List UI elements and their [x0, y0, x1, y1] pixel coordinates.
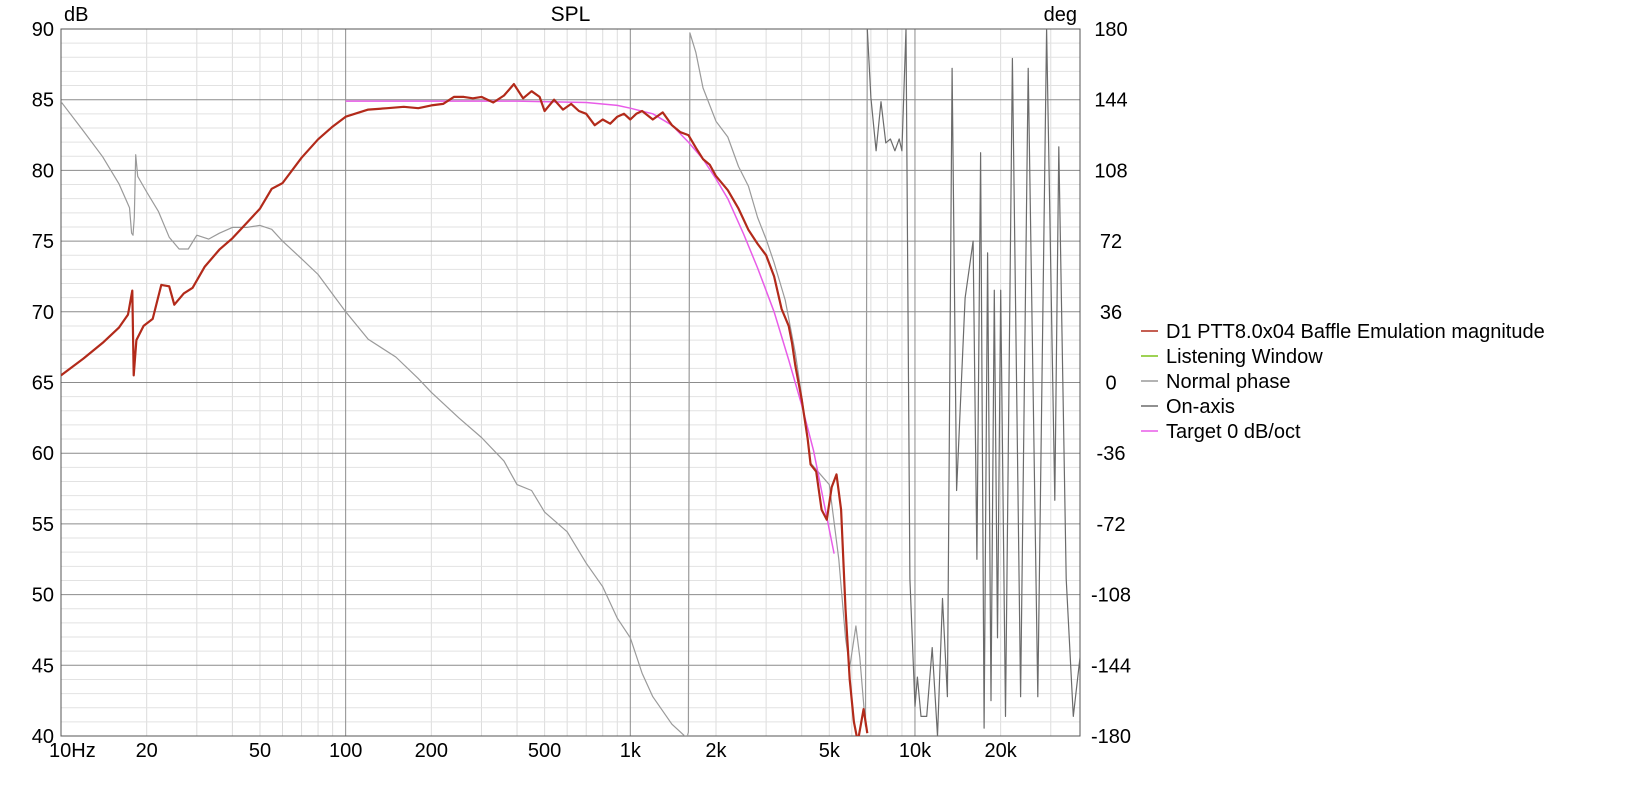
series-layer: [61, 29, 1080, 736]
x-tick-label: 1k: [620, 740, 642, 762]
legend-label: Normal phase: [1166, 371, 1291, 393]
y-left-tick-label: 65: [32, 373, 54, 395]
y-left-tick-label: 40: [32, 726, 54, 748]
y-left-tick-label: 50: [32, 585, 54, 607]
y-right-tick-label: 180: [1094, 19, 1127, 41]
y-left-tick-label: 60: [32, 443, 54, 465]
x-tick-label: 10k: [899, 740, 932, 762]
y-right-tick-label: 36: [1100, 302, 1122, 324]
x-tick-label: 200: [415, 740, 448, 762]
y-left-tick-label: 45: [32, 655, 54, 677]
x-axis-ticks: 10Hz 20 50 100 200 500 1k 2k 5k 10k 20k: [49, 740, 1018, 762]
legend-label: On-axis: [1166, 396, 1235, 418]
y-right-tick-label: -108: [1091, 585, 1131, 607]
y-axis-right-label: deg: [1044, 4, 1077, 26]
y-left-tick-label: 75: [32, 231, 54, 253]
y-right-tick-label: -72: [1097, 514, 1126, 536]
x-tick-label: 20: [136, 740, 158, 762]
y-left-tick-label: 90: [32, 19, 54, 41]
y-right-tick-label: -144: [1091, 655, 1131, 677]
x-tick-label: 500: [528, 740, 561, 762]
chart-title: SPL: [551, 3, 591, 26]
series-line-d1-ptt8-0x04-baffle-emulation-magnitude: [61, 83, 869, 736]
y-left-tick-label: 55: [32, 514, 54, 536]
series-line-normal-phase: [61, 29, 868, 736]
legend: D1 PTT8.0x04 Baffle Emulation magnitude L…: [1141, 321, 1545, 443]
x-tick-label: 2k: [705, 740, 727, 762]
y-right-tick-label: 72: [1100, 231, 1122, 253]
major-gridlines: [60, 28, 1080, 737]
legend-label: Target 0 dB/oct: [1166, 421, 1301, 443]
x-tick-label: 5k: [819, 740, 841, 762]
y-right-tick-label: 144: [1094, 90, 1127, 112]
y-axis-left-ticks: 90 85 80 75 70 65 60 55 50 45 40: [32, 19, 54, 748]
legend-label: D1 PTT8.0x04 Baffle Emulation magnitude: [1166, 321, 1545, 343]
y-right-tick-label: 0: [1105, 373, 1116, 395]
plot-frame: [60, 28, 1081, 737]
series-line-target-0-db-oct: [345, 100, 835, 554]
y-right-tick-label: -180: [1091, 726, 1131, 748]
x-tick-label: 20k: [985, 740, 1018, 762]
series-line-on-axis: [866, 29, 1080, 736]
y-right-tick-label: -36: [1097, 443, 1126, 465]
y-axis-right-ticks: 180 144 108 72 36 0 -36 -72 -108 -144 -180: [1091, 19, 1131, 748]
y-right-tick-label: 108: [1094, 160, 1127, 182]
legend-label: Listening Window: [1166, 346, 1323, 368]
y-left-tick-label: 70: [32, 302, 54, 324]
x-tick-label: 10Hz: [49, 740, 96, 762]
x-tick-label: 100: [329, 740, 362, 762]
y-left-tick-label: 80: [32, 160, 54, 182]
y-left-tick-label: 85: [32, 90, 54, 112]
x-tick-label: 50: [249, 740, 271, 762]
y-axis-left-label: dB: [64, 4, 88, 26]
